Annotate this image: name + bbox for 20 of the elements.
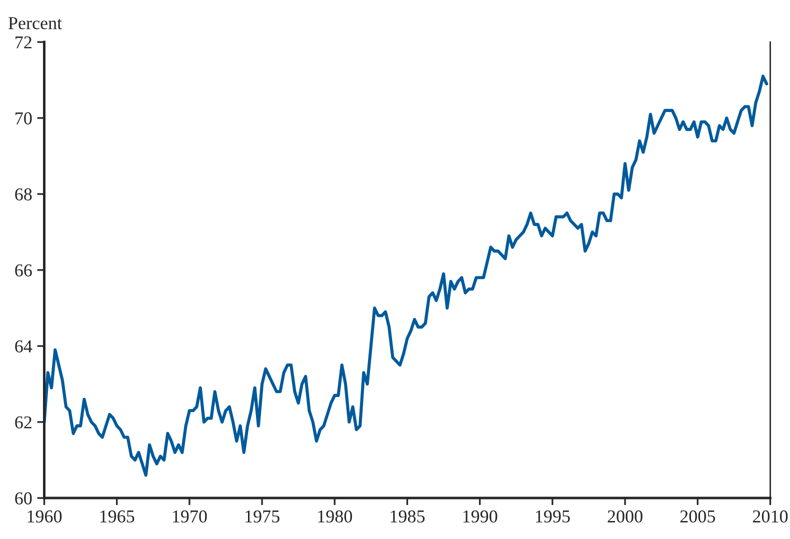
x-tick-label: 1965 (100, 510, 134, 523)
x-tick-label: 1970 (172, 510, 207, 523)
y-tick-label: 72 (16, 36, 32, 48)
x-tick-label: 1980 (318, 510, 352, 523)
x-tick-label: 1975 (246, 510, 280, 523)
x-tick-label: 2005 (680, 510, 715, 523)
y-tick-label: 70 (16, 112, 32, 124)
y-tick-label: 66 (15, 264, 32, 276)
y-tick-label: 62 (15, 416, 32, 428)
x-tick-label: 2010 (752, 510, 788, 523)
y-tick-label: 68 (15, 188, 32, 200)
x-tick-label: 1985 (390, 510, 425, 523)
x-tick-label: 2000 (608, 510, 642, 523)
x-tick-label: 1960 (28, 510, 62, 523)
x-tick-label: 1990 (463, 510, 498, 523)
y-tick-label: 60 (15, 492, 32, 504)
line-series (44, 74, 768, 477)
y-axis-title: Percent (8, 17, 62, 30)
x-tick-label: 1995 (536, 510, 570, 523)
y-tick-label: 64 (15, 340, 32, 352)
